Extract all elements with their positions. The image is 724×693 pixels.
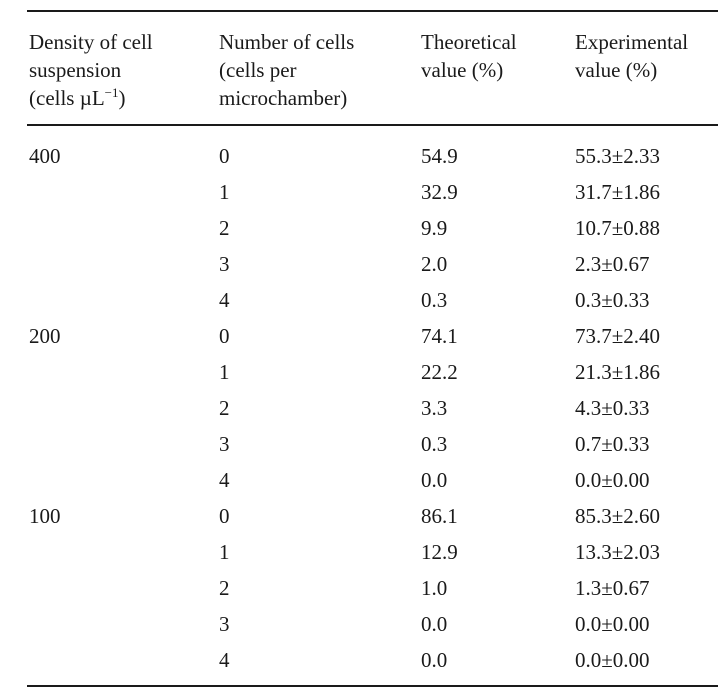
top-rule bbox=[27, 10, 718, 12]
cell-experimental: 0.0±0.00 bbox=[575, 612, 650, 636]
cell-experimental: 0.3±0.33 bbox=[575, 288, 650, 312]
cell-theoretical: 12.9 bbox=[421, 540, 458, 564]
table-row: 2 9.9 10.7±0.88 bbox=[0, 210, 724, 246]
cell-theoretical: 74.1 bbox=[421, 324, 458, 348]
header-number: Number of cells (cells per microchamber) bbox=[219, 28, 354, 112]
cell-experimental: 10.7±0.88 bbox=[575, 216, 661, 240]
cell-experimental: 2.3±0.67 bbox=[575, 252, 650, 276]
cell-number: 3 bbox=[219, 432, 230, 456]
cell-theoretical: 54.9 bbox=[421, 144, 458, 168]
header-number-line-3: microchamber) bbox=[219, 86, 348, 110]
table-row: 200 0 74.1 73.7±2.40 bbox=[0, 318, 724, 354]
table-row: 4 0.3 0.3±0.33 bbox=[0, 282, 724, 318]
header-number-line-1: Number of cells bbox=[219, 30, 355, 54]
cell-theoretical: 0.0 bbox=[421, 648, 448, 672]
table-row: 400 0 54.9 55.3±2.33 bbox=[0, 138, 724, 174]
table-row: 100 0 86.1 85.3±2.60 bbox=[0, 498, 724, 534]
cell-experimental: 13.3±2.03 bbox=[575, 540, 661, 564]
cell-theoretical: 1.0 bbox=[421, 576, 448, 600]
cell-number: 4 bbox=[219, 648, 230, 672]
cell-theoretical: 86.1 bbox=[421, 504, 458, 528]
table-row: 4 0.0 0.0±0.00 bbox=[0, 462, 724, 498]
header-rule bbox=[27, 124, 718, 126]
cell-theoretical: 3.3 bbox=[421, 396, 448, 420]
table-row: 3 0.3 0.7±0.33 bbox=[0, 426, 724, 462]
header-number-line-2: (cells per bbox=[219, 58, 297, 82]
cell-number: 2 bbox=[219, 576, 230, 600]
header-theoretical-line-2: value (%) bbox=[421, 58, 504, 82]
table-row: 3 2.0 2.3±0.67 bbox=[0, 246, 724, 282]
table-row: 1 32.9 31.7±1.86 bbox=[0, 174, 724, 210]
cell-number: 2 bbox=[219, 216, 230, 240]
cell-number: 4 bbox=[219, 468, 230, 492]
header-theoretical-line-1: Theoretical bbox=[421, 30, 517, 54]
cell-experimental: 4.3±0.33 bbox=[575, 396, 650, 420]
cell-number: 0 bbox=[219, 324, 230, 348]
header-density-line-1: Density of cell bbox=[29, 30, 153, 54]
cell-number: 2 bbox=[219, 396, 230, 420]
table-row: 1 22.2 21.3±1.86 bbox=[0, 354, 724, 390]
header-density: Density of cell suspension (cells µL−1) bbox=[29, 28, 153, 112]
table-row: 1 12.9 13.3±2.03 bbox=[0, 534, 724, 570]
table-body: 400 0 54.9 55.3±2.33 1 32.9 31.7±1.86 2 9.9 10.7±… bbox=[0, 138, 724, 678]
cell-number: 3 bbox=[219, 612, 230, 636]
cell-number: 4 bbox=[219, 288, 230, 312]
header-density-line-2: suspension bbox=[29, 58, 122, 82]
cell-experimental: 0.7±0.33 bbox=[575, 432, 650, 456]
cell-theoretical: 0.0 bbox=[421, 468, 448, 492]
cell-theoretical: 2.0 bbox=[421, 252, 448, 276]
cell-experimental: 31.7±1.86 bbox=[575, 180, 661, 204]
header-density-line-3: (cells µL−1) bbox=[29, 84, 153, 112]
header-density-unit: (cells µL bbox=[29, 86, 105, 110]
cell-theoretical: 0.0 bbox=[421, 612, 448, 636]
cell-number: 1 bbox=[219, 360, 230, 384]
header-density-close: ) bbox=[118, 86, 126, 110]
cell-experimental: 0.0±0.00 bbox=[575, 468, 650, 492]
cell-density: 400 bbox=[29, 144, 61, 168]
cell-number: 1 bbox=[219, 540, 230, 564]
cell-experimental: 21.3±1.86 bbox=[575, 360, 661, 384]
table-row: 2 1.0 1.3±0.67 bbox=[0, 570, 724, 606]
header-experimental-line-2: value (%) bbox=[575, 58, 658, 82]
cell-density: 200 bbox=[29, 324, 61, 348]
cell-number: 1 bbox=[219, 180, 230, 204]
cell-density: 100 bbox=[29, 504, 61, 528]
table-row: 4 0.0 0.0±0.00 bbox=[0, 642, 724, 678]
header-density-exponent: −1 bbox=[104, 85, 119, 100]
cell-number: 0 bbox=[219, 144, 230, 168]
cell-theoretical: 0.3 bbox=[421, 288, 448, 312]
cell-experimental: 0.0±0.00 bbox=[575, 648, 650, 672]
header-theoretical: Theoretical value (%) bbox=[421, 28, 517, 84]
cell-theoretical: 0.3 bbox=[421, 432, 448, 456]
cell-theoretical: 22.2 bbox=[421, 360, 458, 384]
cell-theoretical: 9.9 bbox=[421, 216, 448, 240]
header-experimental: Experimental value (%) bbox=[575, 28, 688, 84]
cell-experimental: 55.3±2.33 bbox=[575, 144, 661, 168]
cell-experimental: 85.3±2.60 bbox=[575, 504, 661, 528]
cell-experimental: 73.7±2.40 bbox=[575, 324, 661, 348]
cell-experimental: 1.3±0.67 bbox=[575, 576, 650, 600]
cell-number: 0 bbox=[219, 504, 230, 528]
table-row: 3 0.0 0.0±0.00 bbox=[0, 606, 724, 642]
table-row: 2 3.3 4.3±0.33 bbox=[0, 390, 724, 426]
cell-theoretical: 32.9 bbox=[421, 180, 458, 204]
header-experimental-line-1: Experimental bbox=[575, 30, 689, 54]
cell-number: 3 bbox=[219, 252, 230, 276]
bottom-rule bbox=[27, 685, 718, 687]
